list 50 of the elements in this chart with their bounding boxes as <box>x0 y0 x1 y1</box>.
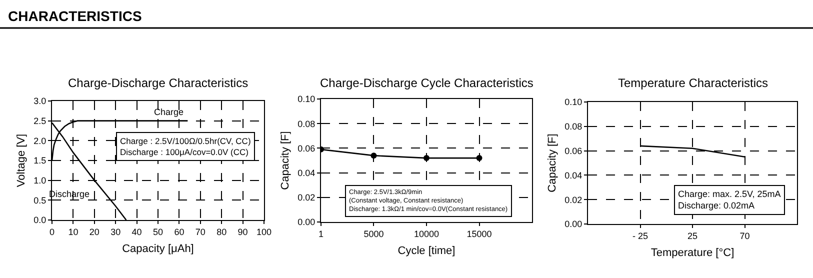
y-tick-label: 0.06 <box>564 146 582 156</box>
y-tick-label: 1.5 <box>34 156 46 166</box>
y-axis-title: Capacity [F] <box>546 134 558 192</box>
x-tick-label: 0 <box>49 226 55 237</box>
chart-title: Temperature Characteristics <box>618 76 768 90</box>
x-tick-label: 70 <box>195 226 206 237</box>
annotation: Charge: max. 2.5V, 25mA Discharge: 0.02mA <box>678 189 781 211</box>
x-tick-label: 10000 <box>414 228 440 239</box>
y-tick-label: 0.0 <box>34 215 46 226</box>
y-tick-label: 2.5 <box>34 116 46 126</box>
x-tick-label: 50 <box>152 226 164 237</box>
text: CHARACTERISTICS <box>8 8 142 24</box>
x-tick-label: 25 <box>687 230 698 241</box>
x-tick-label: 20 <box>89 226 100 237</box>
x-tick-label: 5000 <box>364 228 384 239</box>
chart-title: Charge-Discharge Cycle Characteristics <box>320 76 534 90</box>
x-tick-label: 10 <box>68 226 78 237</box>
y-tick-label: 0.10 <box>298 94 316 104</box>
y-tick-label: 0.08 <box>564 122 582 132</box>
x-tick-label: 100 <box>256 226 272 237</box>
y-tick-label: 0.04 <box>298 168 316 178</box>
y-tick-label: 1.0 <box>34 175 46 186</box>
y-tick-label: 0.08 <box>298 118 316 129</box>
y-tick-label: 0.02 <box>564 194 582 205</box>
y-axis-title: Voltage [V] <box>15 134 28 188</box>
y-tick-label: 0.02 <box>298 192 316 203</box>
x-tick-label: 15000 <box>466 228 492 239</box>
x-tick-label: 30 <box>110 226 121 237</box>
y-tick-label: 0.00 <box>564 219 582 230</box>
x-axis-title: Capacity [μAh] <box>122 243 194 255</box>
x-tick-label: 60 <box>174 226 184 237</box>
x-tick-label: - 25 <box>632 230 648 241</box>
x-tick-label: 70 <box>740 230 750 241</box>
y-tick-label: 3.0 <box>34 96 46 106</box>
x-tick-label: 80 <box>216 226 227 237</box>
y-tick-label: 0.5 <box>34 195 46 206</box>
y-tick-label: 0.06 <box>298 143 316 154</box>
x-tick-label: 1 <box>318 228 324 239</box>
y-tick-label: 2.0 <box>34 136 46 146</box>
y-axis-title: Capacity [F] <box>279 131 292 190</box>
x-axis-title: Cycle [time] <box>398 245 456 257</box>
y-tick-label: 0.04 <box>564 170 582 180</box>
y-tick-label: 0.00 <box>298 217 316 228</box>
annotation: Charge : 2.5V/100Ω/0.5hr(CV, CC) Discharge : 100μA/cov=0.0V (CC) <box>120 136 251 158</box>
x-tick-label: 90 <box>238 226 248 237</box>
x-tick-label: 40 <box>132 226 142 237</box>
chart-title: Charge-Discharge Characteristics <box>68 76 248 90</box>
y-tick-label: 0.10 <box>564 97 582 108</box>
series-label: Charge <box>154 107 184 117</box>
x-axis-title: Temperature [°C] <box>650 247 734 259</box>
